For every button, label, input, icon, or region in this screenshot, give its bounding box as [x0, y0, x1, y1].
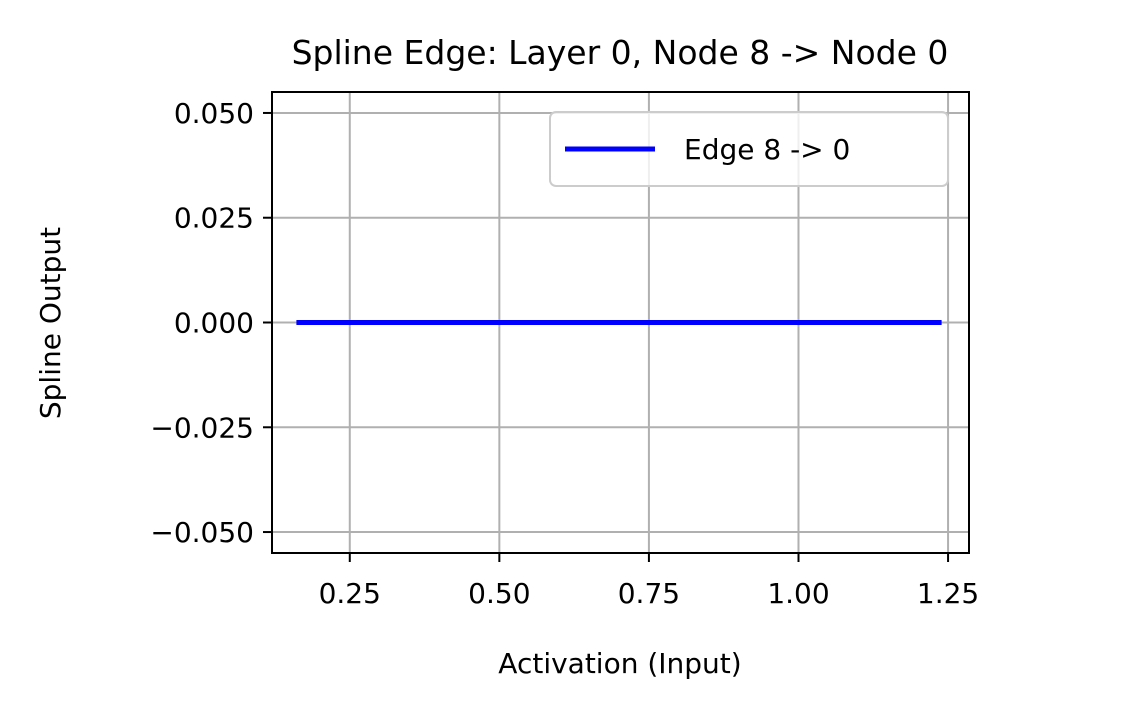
x-axis-label: Activation (Input) [498, 647, 741, 680]
x-tick-label: 0.75 [618, 577, 680, 610]
x-tick-label: 1.00 [767, 577, 829, 610]
y-tick-label: −0.025 [150, 411, 254, 444]
legend: Edge 8 -> 0 [549, 111, 949, 187]
y-tick-label: 0.000 [174, 307, 254, 340]
y-tick-label: −0.050 [150, 516, 254, 549]
ticks: 0.25 0.50 0.75 1.00 1.25 0.050 0.025 0.000 −0.02… [150, 97, 979, 610]
y-tick-label: 0.025 [174, 202, 254, 235]
y-axis-label: Spline Output [34, 227, 67, 419]
legend-entry-label: Edge 8 -> 0 [684, 133, 850, 166]
x-tick-label: 0.50 [468, 577, 530, 610]
x-tick-label: 0.25 [319, 577, 381, 610]
y-tick-label: 0.050 [174, 97, 254, 130]
x-tick-label: 1.25 [917, 577, 979, 610]
legend-box [549, 111, 949, 187]
chart-title: Spline Edge: Layer 0, Node 8 -> Node 0 [292, 33, 949, 72]
